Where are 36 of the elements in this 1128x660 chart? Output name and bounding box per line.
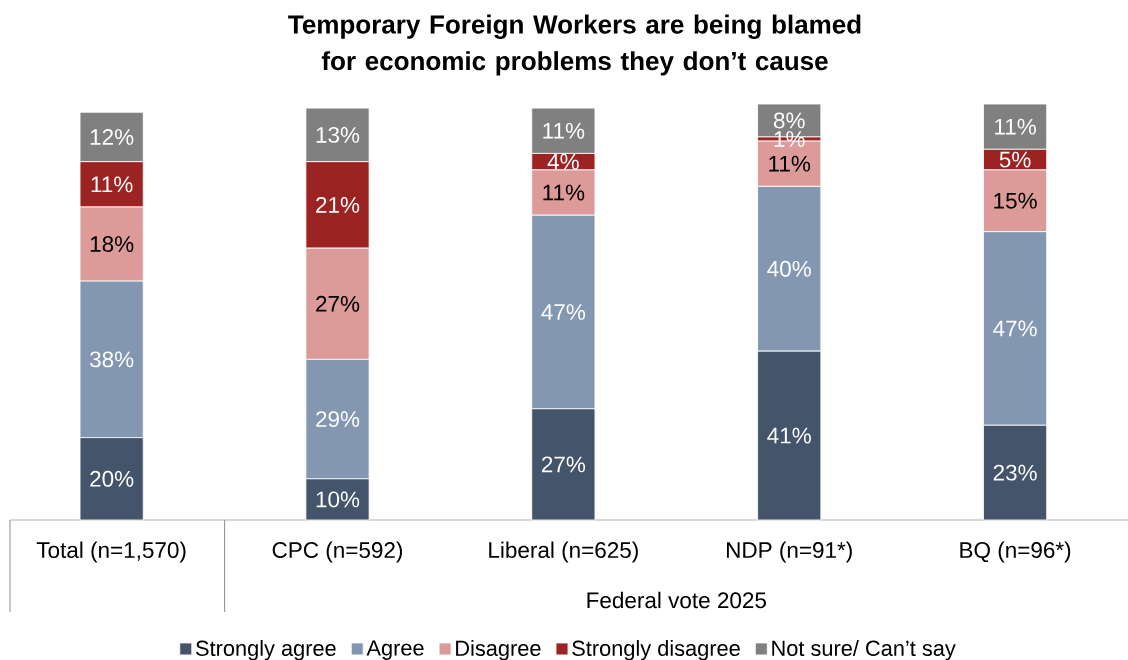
x-tick-label: Total (n=1,570) xyxy=(36,541,186,563)
data-label: 8% xyxy=(773,112,805,129)
data-label: 47% xyxy=(541,304,586,320)
x-tick-label: NDP (n=91*) xyxy=(727,541,852,563)
data-label: 5% xyxy=(999,151,1031,168)
data-label: 20% xyxy=(90,470,134,487)
data-label: 29% xyxy=(316,411,360,428)
data-label: 4% xyxy=(547,153,579,170)
data-label: 11% xyxy=(543,184,585,201)
data-label: 47% xyxy=(993,320,1037,337)
x-tick-label: CPC (n=592) xyxy=(272,541,402,563)
data-label: 40% xyxy=(767,260,811,277)
data-label: 11% xyxy=(995,118,1036,135)
x-axis-title: Federal vote 2025 xyxy=(587,591,766,609)
data-label: 15% xyxy=(994,192,1037,209)
chart-title: Temporary Foreign Workers are being blamed for economic problems they don’t cause xyxy=(288,14,861,76)
data-label: 23% xyxy=(993,464,1037,481)
data-label: 13% xyxy=(316,126,360,143)
data-label: 10% xyxy=(316,491,360,508)
x-tick-label: Liberal (n=625) xyxy=(489,541,638,563)
data-label: 41% xyxy=(767,427,811,444)
data-label: 11% xyxy=(769,155,811,172)
legend-label: Agree xyxy=(366,640,424,660)
data-label: 12% xyxy=(90,129,134,145)
data-label: 38% xyxy=(89,351,134,368)
data-label: 11% xyxy=(91,176,133,193)
x-tick-label: BQ (n=96*) xyxy=(960,541,1071,563)
legend-label: Not sure/ Can’t say xyxy=(772,640,956,660)
legend-label: Strongly agree xyxy=(196,640,336,660)
data-label: 21% xyxy=(316,197,360,213)
data-label: 27% xyxy=(541,456,586,473)
data-label: 11% xyxy=(543,122,585,139)
data-label: 27% xyxy=(316,295,360,312)
data-label: 18% xyxy=(90,236,134,252)
legend-label: Strongly disagree xyxy=(572,640,740,660)
legend-label: Disagree xyxy=(456,640,541,660)
